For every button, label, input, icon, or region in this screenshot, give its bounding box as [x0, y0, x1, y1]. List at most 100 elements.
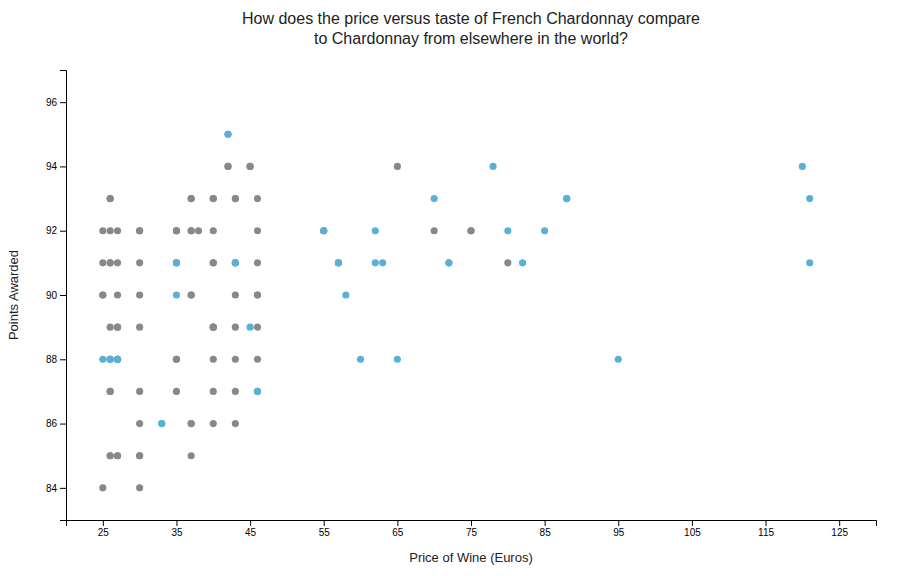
- point: [136, 324, 143, 331]
- x-tick: 75: [466, 520, 478, 538]
- y-tick-label: 88: [46, 354, 58, 365]
- y-tick: 84: [46, 483, 66, 494]
- point: [114, 227, 121, 234]
- y-tick: 86: [46, 418, 66, 429]
- x-tick-label: 105: [684, 527, 701, 538]
- point: [372, 259, 379, 266]
- series: [99, 131, 813, 427]
- point: [232, 356, 239, 363]
- point: [445, 259, 452, 266]
- point: [136, 259, 143, 266]
- point: [136, 452, 143, 459]
- point: [232, 259, 239, 266]
- y-tick-mark: [60, 166, 66, 167]
- x-tick-label: 115: [758, 527, 774, 538]
- x-tick-label: 75: [466, 527, 478, 538]
- y-tick-mark: [60, 295, 66, 296]
- x-tick-mark: [839, 520, 840, 526]
- point: [320, 227, 327, 234]
- point: [224, 163, 231, 170]
- x-tick-mark: [618, 520, 619, 526]
- point: [254, 356, 261, 363]
- point: [107, 259, 114, 266]
- x-axis-title: Price of Wine (Euros): [409, 550, 533, 565]
- point: [335, 259, 342, 266]
- point: [210, 259, 217, 266]
- point: [232, 195, 239, 202]
- point: [254, 324, 261, 331]
- point: [114, 356, 121, 363]
- point: [394, 163, 401, 170]
- point: [210, 356, 217, 363]
- point: [504, 227, 511, 234]
- point: [188, 195, 195, 202]
- point: [320, 227, 327, 234]
- point: [114, 259, 121, 266]
- point: [232, 195, 239, 202]
- x-tick-mark: [324, 520, 325, 526]
- point: [99, 227, 106, 234]
- point: [173, 227, 180, 234]
- point: [99, 484, 106, 491]
- x-tick: 35: [171, 520, 183, 538]
- x-tick: 115: [758, 520, 774, 538]
- x-tick-label: 65: [392, 527, 404, 538]
- x-tick: 45: [245, 520, 257, 538]
- x-tick-mark: [397, 520, 398, 526]
- point: [431, 227, 438, 234]
- point: [99, 259, 106, 266]
- y-tick-mark: [60, 231, 66, 232]
- point: [806, 259, 813, 266]
- point: [107, 356, 114, 363]
- point: [188, 291, 195, 298]
- point: [114, 324, 121, 331]
- point: [99, 291, 106, 298]
- point: [224, 131, 231, 138]
- point: [254, 195, 261, 202]
- point: [254, 388, 261, 395]
- point: [210, 420, 217, 427]
- point: [372, 227, 379, 234]
- point: [615, 356, 622, 363]
- point: [232, 259, 239, 266]
- point: [232, 259, 239, 266]
- x-tick: 85: [540, 520, 552, 538]
- point: [107, 195, 114, 202]
- point: [806, 195, 813, 202]
- point: [445, 259, 452, 266]
- point: [158, 420, 165, 427]
- point: [114, 356, 121, 363]
- point: [254, 388, 261, 395]
- x-tick-mark: [471, 520, 472, 526]
- point: [107, 356, 114, 363]
- y-tick-label: 92: [46, 225, 58, 236]
- point: [188, 452, 195, 459]
- point: [136, 291, 143, 298]
- point: [188, 420, 195, 427]
- point: [107, 452, 114, 459]
- point: [136, 484, 143, 491]
- point: [107, 452, 114, 459]
- point: [107, 388, 114, 395]
- point: [210, 227, 217, 234]
- y-tick: 96: [46, 97, 66, 108]
- point: [254, 259, 261, 266]
- point: [136, 388, 143, 395]
- point: [232, 291, 239, 298]
- y-tick-mark: [60, 488, 66, 489]
- y-tick: 92: [46, 225, 66, 236]
- point: [210, 324, 217, 331]
- point: [188, 227, 195, 234]
- x-tick-label: 85: [540, 527, 552, 538]
- point: [431, 195, 438, 202]
- y-tick-label: 90: [46, 290, 58, 301]
- point: [99, 356, 106, 363]
- point: [158, 420, 165, 427]
- point: [799, 163, 806, 170]
- point: [136, 227, 143, 234]
- point: [114, 452, 121, 459]
- point: [210, 195, 217, 202]
- y-tick: 90: [46, 290, 66, 301]
- point: [247, 324, 254, 331]
- point: [173, 259, 180, 266]
